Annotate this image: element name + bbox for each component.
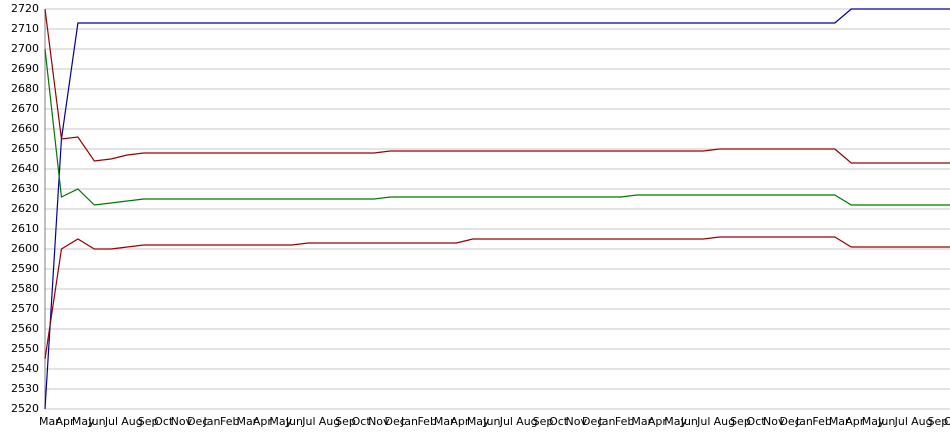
x-tick-label: May [467, 415, 490, 428]
series-line [44, 48, 950, 206]
x-tick-label: Oct [944, 415, 950, 428]
x-tick-label: Sep [928, 415, 949, 428]
x-tick-label: Nov [171, 415, 193, 428]
x-tick-label: Sep [533, 415, 554, 428]
x-tick-label: Dec [582, 415, 603, 428]
x-tick-label: Jul [499, 415, 513, 428]
x-tick-label: Mar [39, 415, 60, 428]
y-tick-label: 2670 [11, 102, 39, 115]
x-tick-label: Apr [648, 415, 668, 428]
x-tick-label: Feb [615, 415, 634, 428]
x-tick-label: Dec [187, 415, 208, 428]
x-tick-label: May [664, 415, 687, 428]
x-tick-label: Aug [516, 415, 537, 428]
x-tick-label: May [269, 415, 292, 428]
x-tick-label: Feb [417, 415, 436, 428]
x-tick-label: Mar [236, 415, 257, 428]
x-tick-label: Jun [482, 415, 500, 428]
x-tick-label: Feb [220, 415, 239, 428]
x-tick-label: Jul [696, 415, 710, 428]
y-tick-label: 2680 [11, 82, 39, 95]
y-tick-label: 2580 [11, 282, 39, 295]
y-tick-label: 2570 [11, 302, 39, 315]
x-tick-label: Sep [335, 415, 356, 428]
x-tick-label: Aug [319, 415, 340, 428]
y-tick-label: 2550 [11, 342, 39, 355]
x-tick-label: May [862, 415, 885, 428]
x-tick-label: Jan [400, 415, 418, 428]
series-line [44, 8, 950, 164]
y-tick-label: 2660 [11, 122, 39, 135]
y-tick-label: 2590 [11, 262, 39, 275]
x-tick-label: Sep [730, 415, 751, 428]
x-tick-label: Aug [121, 415, 142, 428]
x-tick-label: Oct [549, 415, 569, 428]
x-tick-label: Jul [894, 415, 908, 428]
x-tick-label: Feb [812, 415, 831, 428]
y-tick-label: 2530 [11, 382, 39, 395]
y-tick-label: 2540 [11, 362, 39, 375]
x-tick-label: Mar [631, 415, 652, 428]
y-tick-label: 2630 [11, 182, 39, 195]
x-tick-label: Nov [763, 415, 785, 428]
x-tick-label: Nov [368, 415, 390, 428]
x-tick-label: Aug [911, 415, 932, 428]
x-tick-label: Mar [829, 415, 850, 428]
x-tick-label: Jan [597, 415, 615, 428]
x-tick-label: Apr [450, 415, 470, 428]
x-tick-label: Apr [55, 415, 75, 428]
x-tick-label: Jan [795, 415, 813, 428]
y-tick-label: 2640 [11, 162, 39, 175]
x-tick-label: Nov [566, 415, 588, 428]
x-tick-label: Jan [203, 415, 221, 428]
x-tick-label: Sep [138, 415, 159, 428]
y-tick-label: 2690 [11, 62, 39, 75]
x-tick-label: Dec [385, 415, 406, 428]
y-tick-label: 2710 [11, 22, 39, 35]
x-tick-label: Mar [434, 415, 455, 428]
y-tick-label: 2720 [11, 2, 39, 15]
x-tick-label: Jul [301, 415, 315, 428]
y-tick-label: 2610 [11, 222, 39, 235]
x-tick-label: Apr [845, 415, 865, 428]
x-tick-label: Apr [253, 415, 273, 428]
x-tick-label: Dec [779, 415, 800, 428]
series-line [44, 236, 950, 360]
x-tick-label: Jun [87, 415, 105, 428]
y-tick-label: 2650 [11, 142, 39, 155]
x-tick-label: Jun [877, 415, 895, 428]
x-tick-label: Jun [285, 415, 303, 428]
series-line [44, 8, 950, 410]
x-tick-label: Jul [104, 415, 118, 428]
x-tick-label: May [72, 415, 95, 428]
x-tick-label: Oct [747, 415, 767, 428]
y-tick-label: 2560 [11, 322, 39, 335]
y-tick-label: 2520 [11, 402, 39, 415]
y-tick-label: 2600 [11, 242, 39, 255]
x-tick-label: Aug [714, 415, 735, 428]
y-tick-label: 2620 [11, 202, 39, 215]
x-tick-label: Jun [680, 415, 698, 428]
x-tick-label: Oct [154, 415, 174, 428]
x-tick-label: Oct [352, 415, 372, 428]
y-tick-label: 2700 [11, 42, 39, 55]
